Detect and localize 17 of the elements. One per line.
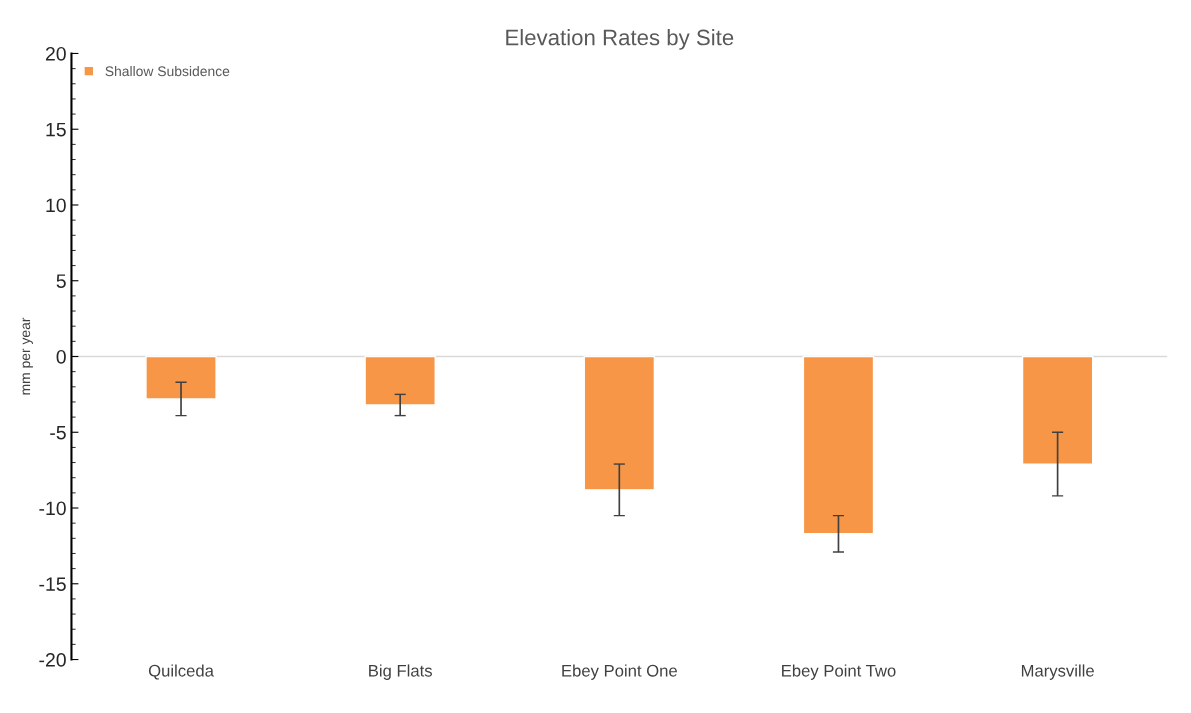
y-tick-label: -15 [39,577,66,592]
y-tick-label: -5 [50,425,66,440]
x-tick-label: Ebey Point One [562,664,677,680]
y-axis-title: mm per year [22,317,33,395]
y-tick-label: 15 [46,122,66,137]
x-tick-label: Quilceda [148,664,214,680]
y-tick-label: 20 [45,46,66,61]
legend-label: Shallow Subsidence [105,65,230,77]
y-tick-label: -10 [39,501,66,516]
x-tick-label: Marysville [1021,664,1094,680]
chart-title: Elevation Rates by Site [506,29,734,50]
x-tick-label: Big Flats [369,664,432,680]
x-tick-label: Ebey Point Two [782,664,896,680]
y-tick-label: 10 [46,198,66,213]
y-tick-label: 5 [56,274,66,288]
y-tick-label: -20 [39,652,66,667]
y-tick-label: 0 [56,349,66,364]
